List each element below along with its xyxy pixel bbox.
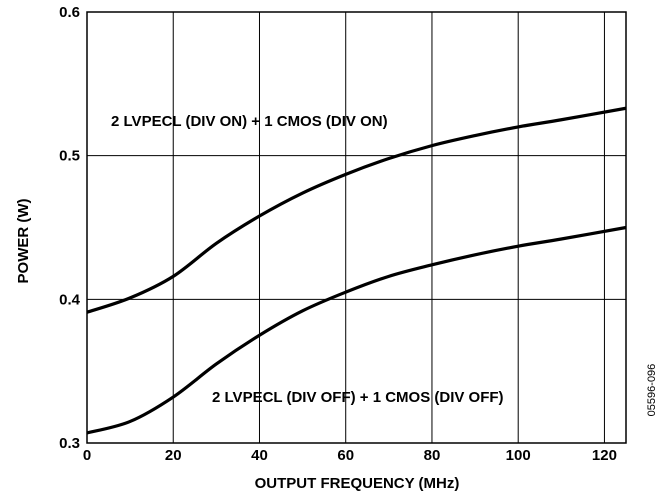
y-tick-label: 0.6 bbox=[59, 4, 80, 21]
series-label-div-on: 2 LVPECL (DIV ON) + 1 CMOS (DIV ON) bbox=[111, 113, 388, 130]
x-tick-label: 80 bbox=[424, 447, 441, 464]
x-axis-label: OUTPUT FREQUENCY (MHz) bbox=[255, 475, 460, 492]
x-tick-label: 40 bbox=[251, 447, 268, 464]
axis-ticks: 0 20 40 60 80 100 120 0.3 0.4 0.5 0.6 bbox=[59, 4, 617, 464]
x-tick-label: 120 bbox=[592, 447, 617, 464]
series-line-div-on bbox=[86, 106, 627, 314]
series-line-div-off bbox=[86, 225, 627, 435]
y-tick-label: 0.5 bbox=[59, 148, 80, 165]
y-axis-label: POWER (W) bbox=[15, 199, 32, 284]
x-tick-label: 20 bbox=[165, 447, 182, 464]
x-tick-label: 60 bbox=[337, 447, 354, 464]
y-tick-label: 0.4 bbox=[59, 291, 81, 308]
y-tick-label: 0.3 bbox=[59, 435, 80, 452]
plot-frame bbox=[86, 11, 627, 444]
x-tick-label: 100 bbox=[506, 447, 531, 464]
grid-lines bbox=[87, 12, 626, 443]
x-tick-label: 0 bbox=[83, 447, 91, 464]
data-series bbox=[86, 106, 627, 435]
figure-id: 05596-096 bbox=[646, 364, 658, 417]
series-label-div-off: 2 LVPECL (DIV OFF) + 1 CMOS (DIV OFF) bbox=[212, 389, 504, 406]
